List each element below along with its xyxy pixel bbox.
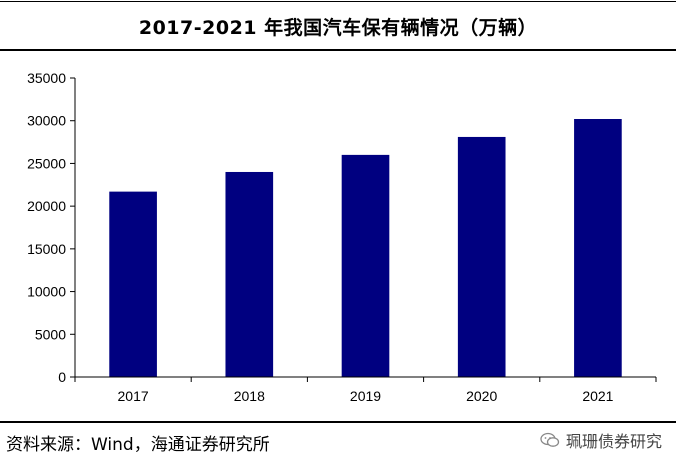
x-tick-label: 2020: [466, 388, 497, 404]
y-tick-label: 25000: [27, 155, 66, 171]
x-tick-label: 2017: [118, 388, 149, 404]
bar-chart: 0 5000 10000 15000 20000 25000 30000 35000 2017 2…: [27, 70, 657, 404]
title-rule-bottom: [0, 49, 676, 51]
title-rule-top: [0, 1, 676, 2]
x-tick-label: 2021: [582, 388, 613, 404]
wechat-icon: [540, 432, 560, 447]
watermark: 珮珊债券研究: [540, 428, 662, 452]
chart-title-bar: 2017-2021 年我国汽车保有辆情况（万辆）: [0, 0, 676, 52]
x-tick-label: 2019: [350, 388, 381, 404]
bar-2019: [341, 154, 390, 377]
source-note: 资料来源：Wind，海通证券研究所: [6, 435, 270, 455]
bar-2017: [109, 191, 157, 377]
y-tick-label: 15000: [27, 241, 66, 257]
bar-2021: [574, 119, 622, 378]
bar-2018: [225, 171, 274, 377]
bar-2020: [457, 136, 506, 377]
watermark-text: 珮珊债券研究: [565, 432, 662, 451]
y-tick-label: 10000: [27, 284, 66, 300]
y-tick-label: 5000: [35, 326, 66, 342]
y-tick-label: 30000: [27, 113, 66, 129]
y-tick-label: 20000: [27, 198, 66, 214]
footer-rule: [0, 421, 676, 423]
y-tick-label: 35000: [27, 70, 66, 86]
y-tick-label: 0: [58, 369, 66, 385]
chart-title: 2017-2021 年我国汽车保有辆情况（万辆）: [138, 17, 538, 39]
x-tick-label: 2018: [234, 388, 265, 404]
